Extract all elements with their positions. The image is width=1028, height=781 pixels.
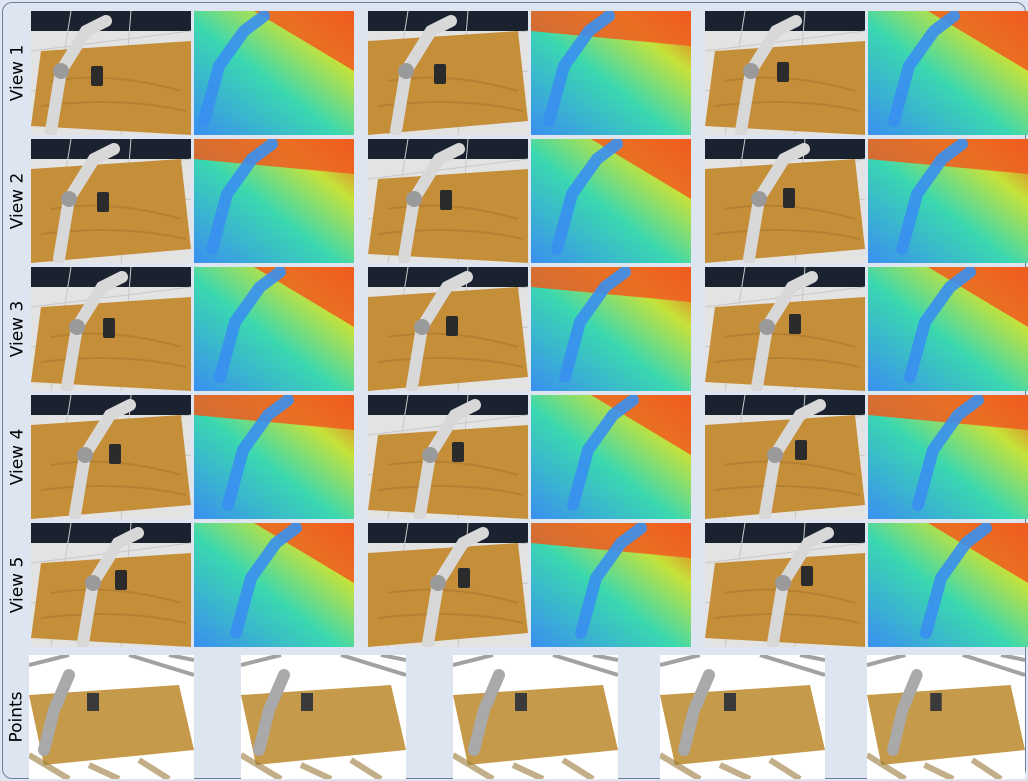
- rgb-image-view5-frame3: [705, 523, 865, 647]
- rgb-image-view1-frame2: [368, 11, 528, 135]
- point-cloud-1: [29, 655, 194, 779]
- rgb-image-view4-frame3: [705, 395, 865, 519]
- row-label-text: View 1: [7, 44, 27, 102]
- point-cloud-4: [660, 655, 825, 779]
- depth-map-view2-frame2: [531, 139, 691, 263]
- row-label-text: View 4: [7, 428, 27, 486]
- row-label-text: View 2: [7, 172, 27, 230]
- row-label-text: View 3: [7, 300, 27, 358]
- point-cloud-5: [867, 655, 1025, 779]
- row-label-4: View 4: [3, 395, 31, 519]
- rgb-image-view4-frame1: [31, 395, 191, 519]
- rgb-image-view4-frame2: [368, 395, 528, 519]
- rgb-image-view1-frame1: [31, 11, 191, 135]
- rgb-image-view2-frame3: [705, 139, 865, 263]
- rgb-image-view3-frame3: [705, 267, 865, 391]
- depth-map-view1-frame2: [531, 11, 691, 135]
- rgb-image-view2-frame2: [368, 139, 528, 263]
- row-label-text: Points: [7, 691, 28, 743]
- row-label-6: Points: [3, 655, 31, 779]
- rgb-image-view5-frame1: [31, 523, 191, 647]
- depth-map-view4-frame3: [868, 395, 1028, 519]
- depth-map-view2-frame1: [194, 139, 354, 263]
- depth-map-view3-frame3: [868, 267, 1028, 391]
- rgb-image-view1-frame3: [705, 11, 865, 135]
- depth-map-view3-frame1: [194, 267, 354, 391]
- rgb-image-view3-frame2: [368, 267, 528, 391]
- depth-map-view3-frame2: [531, 267, 691, 391]
- depth-map-view4-frame1: [194, 395, 354, 519]
- rgb-image-view3-frame1: [31, 267, 191, 391]
- depth-map-view1-frame1: [194, 11, 354, 135]
- point-cloud-3: [453, 655, 618, 779]
- depth-map-view5-frame1: [194, 523, 354, 647]
- row-label-3: View 3: [3, 267, 31, 391]
- row-label-5: View 5: [3, 523, 31, 647]
- depth-map-view4-frame2: [531, 395, 691, 519]
- point-cloud-2: [241, 655, 406, 779]
- rgb-image-view2-frame1: [31, 139, 191, 263]
- rgb-image-view5-frame2: [368, 523, 528, 647]
- depth-map-view2-frame3: [868, 139, 1028, 263]
- depth-map-view5-frame2: [531, 523, 691, 647]
- depth-map-view1-frame3: [868, 11, 1028, 135]
- depth-map-view5-frame3: [868, 523, 1028, 647]
- row-label-2: View 2: [3, 139, 31, 263]
- row-label-text: View 5: [7, 556, 27, 614]
- row-label-1: View 1: [3, 11, 31, 135]
